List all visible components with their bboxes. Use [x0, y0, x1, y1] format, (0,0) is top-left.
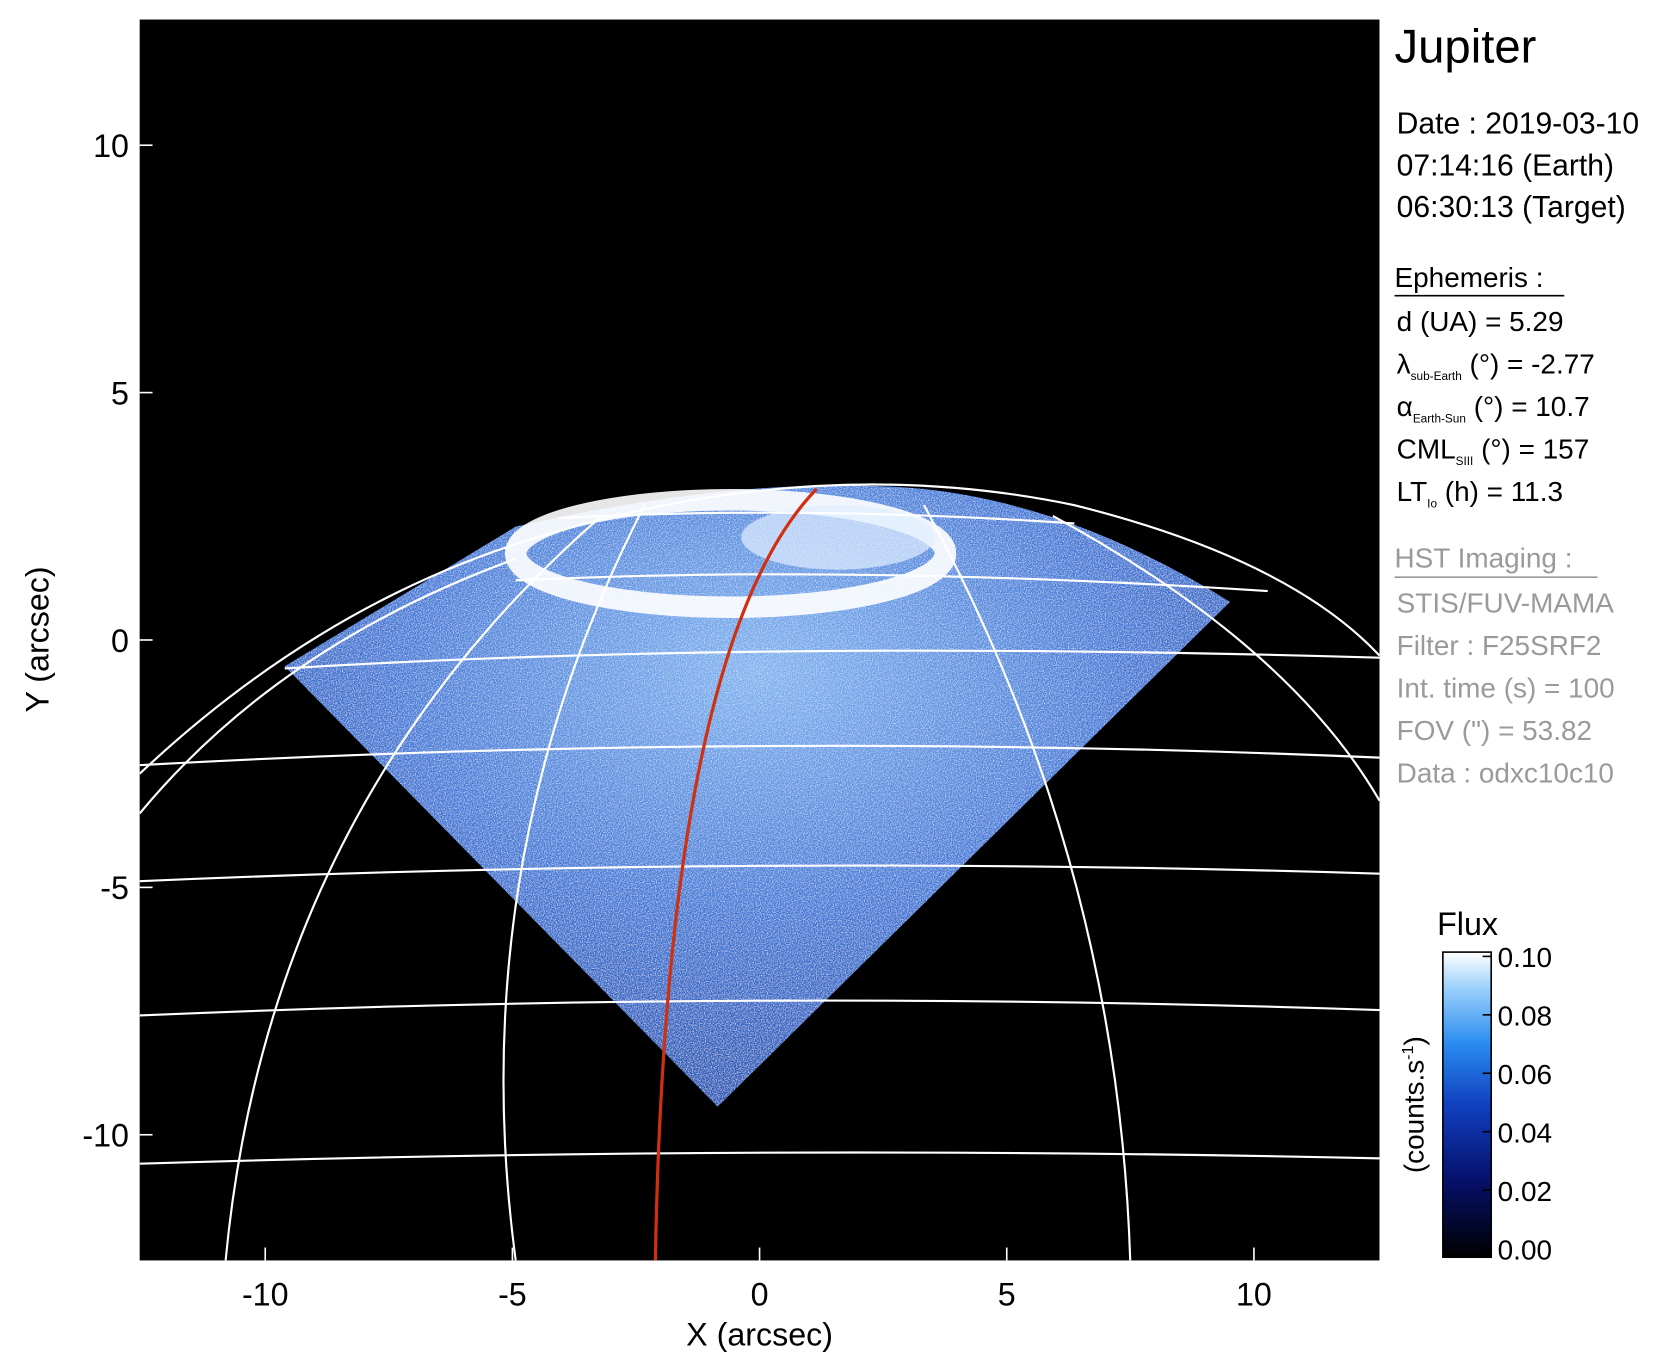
y-tick-label: 5	[111, 375, 129, 411]
planet-grid	[139, 483, 1380, 1261]
y-tick-label: -10	[82, 1118, 129, 1154]
row-rest: (°) = -2.77	[1462, 349, 1595, 380]
date-line: 07:14:16 (Earth)	[1397, 149, 1614, 182]
ephemeris-row: αEarth-Sun (°) = 10.7	[1397, 391, 1590, 425]
imaging-line: Int. time (s) = 100	[1397, 672, 1615, 703]
ephemeris-row: λsub-Earth (°) = -2.77	[1397, 349, 1595, 383]
colorbar-unit: (counts.s-1)	[1399, 1036, 1430, 1173]
imaging-line: STIS/FUV-MAMA	[1397, 588, 1615, 619]
unit-sup: -1	[1399, 1045, 1417, 1059]
row-sub: sub-Earth	[1411, 369, 1462, 383]
imaging-heading: HST Imaging :	[1395, 542, 1573, 573]
aurora-region	[284, 485, 1231, 1107]
row-rest: (h) = 11.3	[1437, 476, 1563, 507]
unit-text: (counts.s	[1399, 1060, 1430, 1173]
y-tick-label: 0	[111, 623, 129, 659]
ephemeris-row: CMLSIII (°) = 157	[1397, 433, 1590, 467]
colorbar	[1442, 951, 1493, 1259]
imaging-line: Data : odxc10c10	[1397, 757, 1614, 788]
colorbar-tick-label: 0.10	[1498, 942, 1552, 973]
colorbar-tick-label: 0.02	[1498, 1176, 1552, 1207]
image	[139, 483, 1380, 1261]
colorbar-tick-label: 0.08	[1498, 1001, 1552, 1032]
colorbar-tick-label: 0.04	[1498, 1117, 1552, 1148]
row-rest: (°) = 157	[1473, 433, 1589, 464]
y-tick-label: 10	[93, 128, 129, 164]
y-axis-label: Y (arcsec)	[19, 566, 55, 712]
colorbar-tick-label: 0.06	[1498, 1059, 1552, 1090]
ephemeris-heading: Ephemeris :	[1395, 262, 1544, 293]
date-line: 06:30:13 (Target)	[1397, 191, 1626, 224]
row-main: λ	[1397, 349, 1411, 380]
unit-end: )	[1399, 1036, 1430, 1045]
row-sub: Io	[1427, 496, 1437, 510]
row-sub: Earth-Sun	[1413, 411, 1466, 425]
info-title: Jupiter	[1395, 21, 1537, 74]
imaging-line: Filter : F25SRF2	[1397, 630, 1602, 661]
colorbar-tick-label: 0.00	[1498, 1234, 1552, 1265]
auroral-oval	[504, 489, 957, 618]
row-sub: SIII	[1456, 454, 1474, 468]
colorbar-title: Flux	[1437, 906, 1498, 942]
x-tick-label: 5	[998, 1277, 1016, 1313]
imaging-line: FOV (") = 53.82	[1397, 715, 1592, 746]
x-tick-label: 10	[1236, 1277, 1272, 1313]
row-main: CML	[1397, 433, 1456, 464]
row-main: LT	[1397, 476, 1428, 507]
x-tick-label: -5	[498, 1277, 527, 1313]
y-tick-label: -5	[100, 870, 129, 906]
row-main: α	[1397, 391, 1413, 422]
io-footprint	[653, 487, 818, 1261]
row-rest: (°) = 10.7	[1466, 391, 1590, 422]
ephemeris-row: LTIo (h) = 11.3	[1397, 476, 1563, 510]
x-tick-label: 0	[751, 1277, 769, 1313]
x-axis-label: X (arcsec)	[686, 1316, 833, 1352]
x-tick-label: -10	[242, 1277, 289, 1313]
row-main: d (UA) = 5.29	[1397, 306, 1564, 337]
date-line: Date : 2019-03-10	[1397, 107, 1639, 140]
ephemeris-row: d (UA) = 5.29	[1397, 306, 1564, 337]
